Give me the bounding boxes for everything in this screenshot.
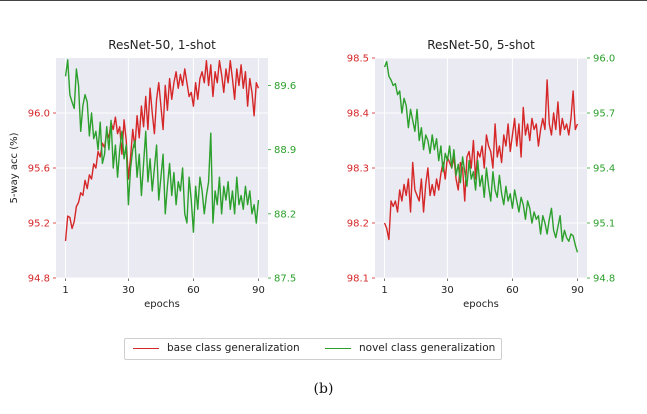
right-y-tick-label: 87.5 <box>274 274 296 285</box>
x-tick-label: 60 <box>187 285 200 296</box>
left-y-tick-label: 94.8 <box>28 274 50 285</box>
x-tick-label: 1 <box>62 285 68 296</box>
right-y-tick-label: 96.0 <box>593 54 615 65</box>
left-y-tick-label: 95.6 <box>28 164 50 175</box>
x-tick-label: 30 <box>441 285 454 296</box>
chart-5shot: 1 30 60 90 98.1 98.2 98.3 98.4 98.5 94.8 95.1 95.4 9… <box>347 38 616 310</box>
left-y-tick-label: 98.4 <box>347 109 369 120</box>
legend-swatch-novel <box>325 347 351 349</box>
series-line-base <box>64 60 260 241</box>
x-tick-label: 90 <box>252 285 265 296</box>
legend-swatch-base <box>133 347 159 349</box>
left-y-tick-label: 98.2 <box>347 219 369 230</box>
right-y-tick-label: 88.2 <box>274 209 296 220</box>
right-y-tick-label: 94.8 <box>593 274 615 285</box>
right-y-tick-label: 95.4 <box>593 164 615 175</box>
right-y-tick-label: 95.7 <box>593 109 615 120</box>
legend-label-base: base class generalization <box>167 342 300 354</box>
y-axis-label: 5-way acc (%) <box>9 132 20 203</box>
x-tick-label: 60 <box>506 285 519 296</box>
x-tick-label: 30 <box>122 285 135 296</box>
x-axis-label: epochs <box>144 299 180 310</box>
left-y-tick-label: 98.5 <box>347 54 369 65</box>
chart-1shot: 1 30 60 90 94.8 95.2 95.6 96.0 87.5 88.2 88.9 89.6 R… <box>9 38 296 310</box>
right-y-tick-label: 88.9 <box>274 145 296 156</box>
left-y-tick-label: 95.2 <box>28 219 50 230</box>
left-y-tick-label: 98.3 <box>347 164 369 175</box>
series-line-base <box>383 79 579 241</box>
chart-title: ResNet-50, 5-shot <box>427 38 535 52</box>
x-tick-label: 1 <box>381 285 387 296</box>
right-y-tick-label: 95.1 <box>593 219 615 230</box>
x-tick-label: 90 <box>571 285 584 296</box>
top-rule <box>0 0 647 1</box>
right-y-tick-label: 89.6 <box>274 81 296 92</box>
legend: base class generalization novel class ge… <box>124 338 502 360</box>
series-line-novel <box>64 59 260 233</box>
legend-label-novel: novel class generalization <box>359 342 496 354</box>
left-y-tick-label: 98.1 <box>347 274 369 285</box>
x-axis-label: epochs <box>463 299 499 310</box>
chart-title: ResNet-50, 1-shot <box>108 38 216 52</box>
left-y-tick-label: 96.0 <box>28 109 50 120</box>
figure-caption: (b) <box>313 381 334 397</box>
legend-item-base: base class generalization <box>133 342 300 354</box>
series-line-novel <box>383 60 579 253</box>
legend-item-novel: novel class generalization <box>325 342 495 354</box>
